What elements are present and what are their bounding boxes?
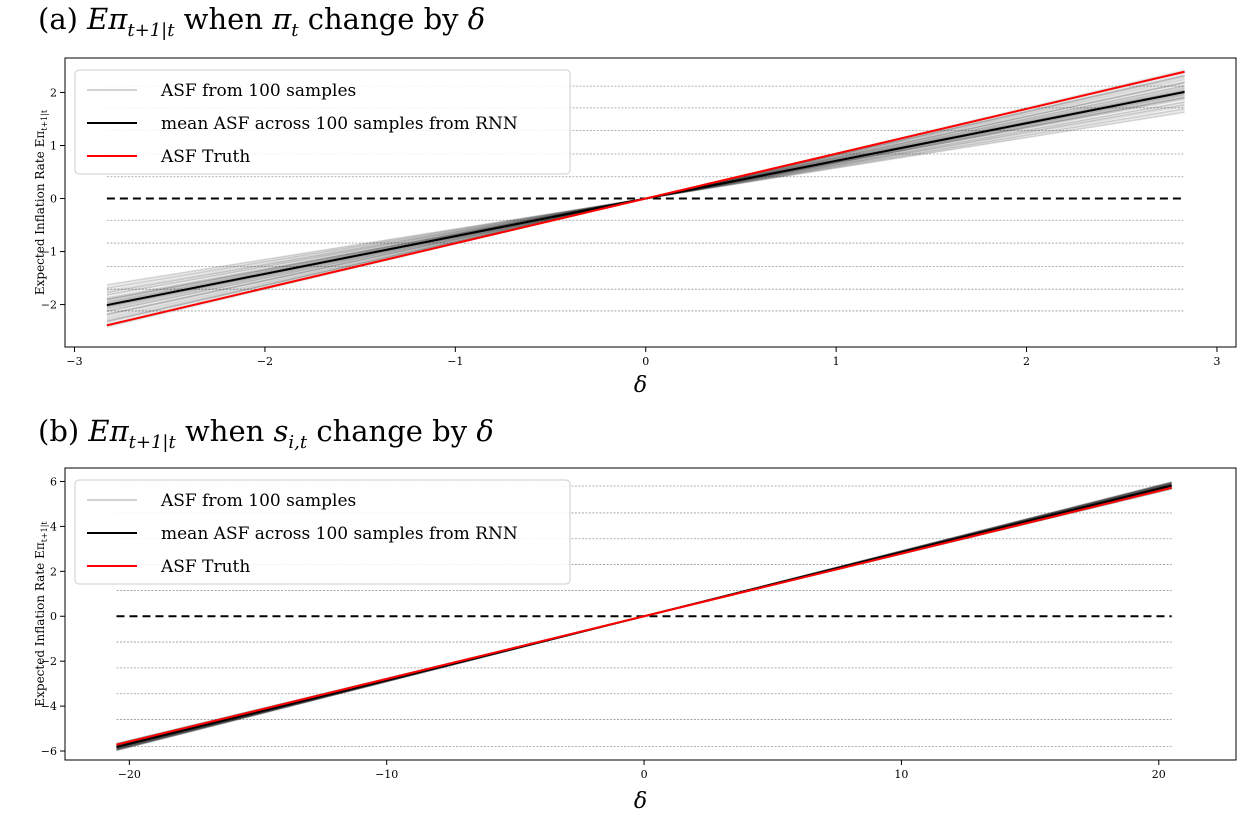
legend-label: ASF Truth xyxy=(160,147,250,167)
y-tick-label: 1 xyxy=(50,139,57,152)
x-tick-label: 2 xyxy=(1023,355,1030,368)
chart-a-title: (a) Eπt+1|t when πt change by δ xyxy=(38,2,486,41)
legend: ASF from 100 samples mean ASF across 100 … xyxy=(74,69,571,175)
y-axis-label: Expected Inflation Rate Eπt+1|t xyxy=(33,521,49,707)
legend-label: ASF from 100 samples xyxy=(160,491,356,511)
x-tick-label: −10 xyxy=(375,768,398,781)
axes-frame xyxy=(64,57,1237,348)
y-tick-label: 2 xyxy=(50,86,57,99)
x-tick-label: 20 xyxy=(1152,768,1166,781)
legend: ASF from 100 samples mean ASF across 100 … xyxy=(74,479,571,585)
x-tick-label: −3 xyxy=(66,355,82,368)
y-tick-label: 6 xyxy=(50,475,57,488)
legend-label: mean ASF across 100 samples from RNN xyxy=(161,114,518,134)
x-tick-label: 0 xyxy=(641,768,648,781)
y-tick-label: −4 xyxy=(41,700,57,713)
legend-label: ASF from 100 samples xyxy=(160,81,356,101)
x-axis-label: δ xyxy=(634,789,647,814)
x-tick-label: −2 xyxy=(257,355,273,368)
x-tick-label: 10 xyxy=(894,768,908,781)
y-tick-label: 2 xyxy=(50,565,57,578)
y-axis-label: Expected Inflation Rate Eπt+1|t xyxy=(33,109,49,295)
y-tick-label: −2 xyxy=(41,655,57,668)
chart-panel-a: −3 −2 −1 0 1 2 3 −2 −1 0 1 2 δ Expected Inflation Rat… xyxy=(33,57,1237,398)
legend-label: mean ASF across 100 samples from RNN xyxy=(161,524,518,544)
legend-box xyxy=(74,69,571,175)
asf-truth-line xyxy=(106,70,1185,327)
y-tick-label: −2 xyxy=(41,299,57,312)
y-tick-label: 4 xyxy=(50,520,57,533)
y-tick-label: 0 xyxy=(50,193,57,206)
legend-label: ASF Truth xyxy=(160,557,250,577)
x-tick-label: 1 xyxy=(833,355,840,368)
x-axis-label: δ xyxy=(634,373,647,398)
x-tick-label: 3 xyxy=(1213,355,1220,368)
legend-box xyxy=(74,479,571,585)
x-tick-label: 0 xyxy=(642,355,649,368)
chart-b-title: (b) Eπt+1|t when si,t change by δ xyxy=(38,414,494,453)
y-tick-label: −6 xyxy=(41,745,57,758)
y-tick-label: 0 xyxy=(50,610,57,623)
x-tick-label: −1 xyxy=(447,355,463,368)
axes-frame xyxy=(64,467,1237,761)
plot-area xyxy=(116,481,1172,752)
asf-truth-line xyxy=(116,486,1172,746)
x-tick-label: −20 xyxy=(118,768,141,781)
y-tick-label: −1 xyxy=(41,246,57,259)
